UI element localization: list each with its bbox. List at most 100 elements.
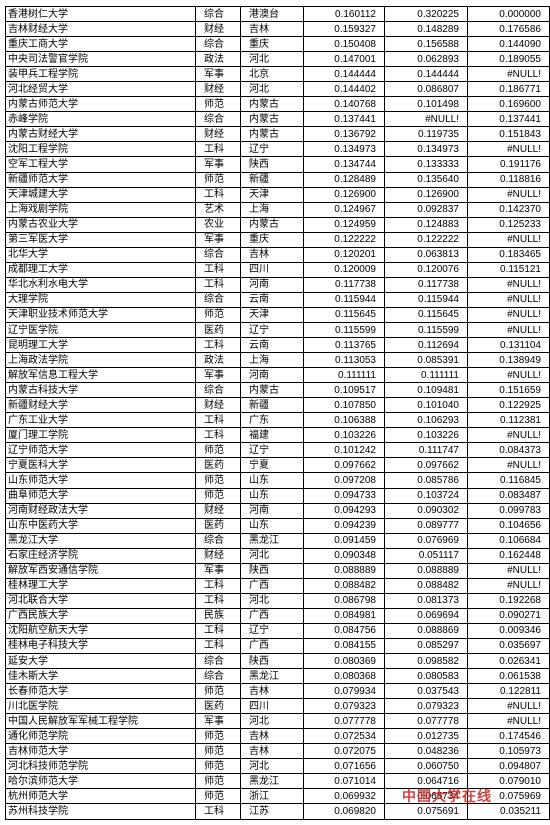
category-cell: 财经 xyxy=(195,81,241,98)
score-total-cell: 0.144444 xyxy=(303,66,385,83)
score-a-cell: 0.133333 xyxy=(384,156,468,173)
university-name-cell: 上海戏剧学院 xyxy=(5,201,196,218)
score-a-cell: 0.069694 xyxy=(384,607,468,624)
university-name-cell: 延安大学 xyxy=(5,653,196,670)
score-b-cell: #NULL! xyxy=(467,276,550,293)
score-b-cell: 0.112381 xyxy=(467,412,550,429)
table-row: 沈阳航空航天大学 工科 辽宁 0.084756 0.088869 0.009346 xyxy=(5,622,550,639)
score-a-cell: 0.088482 xyxy=(384,577,468,594)
score-b-cell: 0.169600 xyxy=(467,96,550,113)
table-row: 沈阳工程学院 工科 辽宁 0.134973 0.134973 #NULL! xyxy=(5,141,550,158)
table-row: 河北科技师范学院 师范 河北 0.071656 0.060750 0.094807 xyxy=(5,758,550,775)
region-cell: 内蒙古 xyxy=(240,126,304,143)
score-total-cell: 0.124967 xyxy=(303,201,385,218)
region-cell: 河北 xyxy=(240,51,304,68)
score-b-cell: 0.116845 xyxy=(467,472,550,489)
table-row: 天津城建大学 工科 天津 0.126900 0.126900 #NULL! xyxy=(5,186,550,203)
score-a-cell: 0.111111 xyxy=(384,367,468,384)
university-name-cell: 山东中医药大学 xyxy=(5,517,196,534)
category-cell: 师范 xyxy=(195,306,241,323)
category-cell: 财经 xyxy=(195,502,241,519)
university-name-cell: 沈阳工程学院 xyxy=(5,141,196,158)
table-row: 成都理工大学 工科 四川 0.120009 0.120076 0.115121 xyxy=(5,261,550,278)
score-a-cell: 0.119735 xyxy=(384,126,468,143)
region-cell: 内蒙古 xyxy=(240,96,304,113)
score-total-cell: 0.088889 xyxy=(303,562,385,579)
score-b-cell: #NULL! xyxy=(467,427,550,444)
score-total-cell: 0.090348 xyxy=(303,547,385,564)
region-cell: 河北 xyxy=(240,592,304,609)
table-row: 内蒙古财经大学 财经 内蒙古 0.136792 0.119735 0.151843 xyxy=(5,126,550,143)
score-a-cell: 0.115599 xyxy=(384,321,468,339)
score-b-cell: 0.162448 xyxy=(467,547,550,564)
score-b-cell: 0.183465 xyxy=(467,246,550,263)
university-name-cell: 赤峰学院 xyxy=(5,111,196,128)
table-row: 北华大学 综合 吉林 0.120201 0.063813 0.183465 xyxy=(5,246,550,263)
score-b-cell: 0.118816 xyxy=(467,171,550,188)
table-row: 新疆财经大学 财经 新疆 0.107850 0.101040 0.122925 xyxy=(5,397,550,414)
region-cell: 吉林 xyxy=(240,21,304,38)
university-name-cell: 新疆财经大学 xyxy=(5,397,196,414)
university-name-cell: 天津城建大学 xyxy=(5,186,196,203)
university-name-cell: 河北经贸大学 xyxy=(5,81,196,98)
score-a-cell: 0.106293 xyxy=(384,412,468,429)
category-cell: 工科 xyxy=(195,637,241,655)
score-a-cell: 0.079323 xyxy=(384,698,468,715)
category-cell: 医药 xyxy=(195,517,241,534)
table-row: 河南财经政法大学 财经 河南 0.094293 0.090302 0.099783 xyxy=(5,502,550,519)
category-cell: 医药 xyxy=(195,698,241,715)
score-a-cell: 0.112694 xyxy=(384,337,468,354)
region-cell: 港澳台 xyxy=(240,5,304,23)
category-cell: 师范 xyxy=(195,171,241,188)
score-a-cell: 0.124883 xyxy=(384,216,468,233)
university-name-cell: 大理学院 xyxy=(5,291,196,308)
score-total-cell: 0.080368 xyxy=(303,668,385,685)
region-cell: 陕西 xyxy=(240,653,304,670)
score-b-cell: #NULL! xyxy=(467,186,550,203)
university-name-cell: 北华大学 xyxy=(5,246,196,263)
table-row: 中国人民解放军军械工程学院 军事 河北 0.077778 0.077778 #NULL! xyxy=(5,713,550,730)
category-cell: 综合 xyxy=(195,246,241,263)
university-name-cell: 新疆师范大学 xyxy=(5,171,196,188)
university-name-cell: 桂林电子科技大学 xyxy=(5,637,196,655)
table-row: 宁夏医科大学 医药 宁夏 0.097662 0.097662 #NULL! xyxy=(5,457,550,474)
table-row: 解放军西安通信学院 军事 陕西 0.088889 0.088889 #NULL! xyxy=(5,562,550,579)
university-name-cell: 苏州科技学院 xyxy=(5,803,196,820)
score-a-cell: 0.048236 xyxy=(384,743,468,760)
score-total-cell: 0.134744 xyxy=(303,156,385,173)
category-cell: 军事 xyxy=(195,367,241,384)
category-cell: 综合 xyxy=(195,532,241,549)
score-a-cell: 0.060750 xyxy=(384,758,468,775)
region-cell: 内蒙古 xyxy=(240,382,304,399)
score-a-cell: 0.156588 xyxy=(384,36,468,53)
score-a-cell: 0.109481 xyxy=(384,382,468,399)
score-a-cell: 0.122222 xyxy=(384,231,468,248)
university-name-cell: 佳木斯大学 xyxy=(5,668,196,685)
score-a-cell: 0.037543 xyxy=(384,683,468,700)
score-a-cell: 0.085391 xyxy=(384,352,468,369)
region-cell: 吉林 xyxy=(240,246,304,263)
university-name-cell: 吉林师范大学 xyxy=(5,743,196,760)
score-total-cell: 0.072075 xyxy=(303,743,385,760)
table-row: 川北医学院 医药 四川 0.079323 0.079323 #NULL! xyxy=(5,698,550,715)
region-cell: 广东 xyxy=(240,412,304,429)
university-name-cell: 石家庄经济学院 xyxy=(5,547,196,564)
score-total-cell: 0.140768 xyxy=(303,96,385,113)
university-name-cell: 山东师范大学 xyxy=(5,472,196,489)
table-row: 华北水利水电大学 工科 河南 0.117738 0.117738 #NULL! xyxy=(5,276,550,293)
category-cell: 师范 xyxy=(195,96,241,113)
score-a-cell: 0.135640 xyxy=(384,171,468,188)
score-total-cell: 0.084981 xyxy=(303,607,385,624)
table-row: 辽宁医学院 医药 辽宁 0.115599 0.115599 #NULL! xyxy=(5,321,550,339)
university-name-cell: 第三军医大学 xyxy=(5,231,196,248)
score-a-cell: 0.101040 xyxy=(384,397,468,414)
score-b-cell: 0.104656 xyxy=(467,517,550,534)
score-a-cell: 0.075691 xyxy=(384,803,468,820)
score-b-cell: 0.094807 xyxy=(467,758,550,775)
score-b-cell: 0.131104 xyxy=(467,337,550,354)
score-a-cell: 0.101498 xyxy=(384,96,468,113)
score-a-cell: 0.098582 xyxy=(384,653,468,670)
score-b-cell: 0.122811 xyxy=(467,683,550,700)
score-a-cell: 0.134973 xyxy=(384,141,468,158)
score-total-cell: 0.126900 xyxy=(303,186,385,203)
